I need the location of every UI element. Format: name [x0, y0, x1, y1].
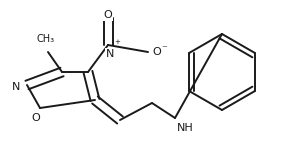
- Text: O: O: [32, 113, 40, 123]
- Text: NH: NH: [177, 123, 194, 133]
- Text: +: +: [114, 39, 120, 45]
- Text: O: O: [152, 47, 161, 57]
- Text: N: N: [106, 49, 114, 59]
- Text: ⁻: ⁻: [161, 44, 167, 54]
- Text: O: O: [104, 10, 112, 20]
- Text: CH₃: CH₃: [37, 34, 55, 44]
- Text: N: N: [12, 82, 20, 92]
